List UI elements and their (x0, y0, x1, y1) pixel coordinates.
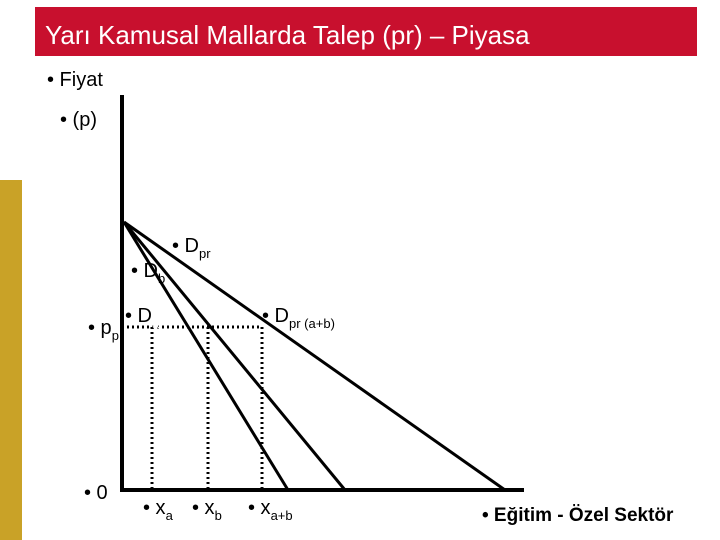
side-strip (0, 180, 22, 540)
curve-dpr (123, 220, 506, 492)
label-sub: a (152, 316, 160, 331)
label-main: • D (262, 305, 289, 327)
label-sub: b (158, 271, 165, 286)
label-sub: p (112, 328, 119, 343)
curve-db (122, 221, 347, 491)
title: Yarı Kamusal Mallarda Talep (pr) – Piyas… (45, 20, 530, 50)
label-main: • D (131, 260, 158, 282)
guide-lines (122, 325, 264, 490)
price-label: • pp (88, 317, 119, 343)
label-main: • D (125, 305, 152, 327)
label-main: • x (192, 497, 215, 519)
title-bar (35, 7, 697, 56)
curve-da (122, 221, 290, 491)
curve-label: • Dpr (172, 235, 211, 261)
quantity-label: • xa (143, 497, 174, 523)
label-main: • p (88, 317, 112, 339)
label-main: • x (143, 497, 166, 519)
y-axis-label: • Fiyat (47, 69, 103, 91)
quantity-label: • xb (192, 497, 222, 523)
curve-label: • Db (131, 260, 165, 286)
y-axis-unit: • (p) (60, 109, 97, 131)
label-sub: pr (199, 246, 211, 261)
label-main: • x (248, 497, 271, 519)
label-sub: a (166, 508, 174, 523)
x-axis-label: • Eğitim - Özel Sektör (482, 505, 674, 526)
curve-label: • Dpr (a+b) (262, 305, 335, 331)
quantity-label: • xa+b (248, 497, 293, 523)
curve-label: • Da (125, 305, 160, 331)
label-sub: pr (a+b) (289, 316, 335, 331)
label-main: • D (172, 235, 199, 257)
origin-label: • 0 (84, 482, 108, 504)
label-sub: a+b (271, 508, 293, 523)
label-sub: b (215, 508, 222, 523)
demand-curves (122, 220, 506, 492)
axes (120, 95, 524, 492)
